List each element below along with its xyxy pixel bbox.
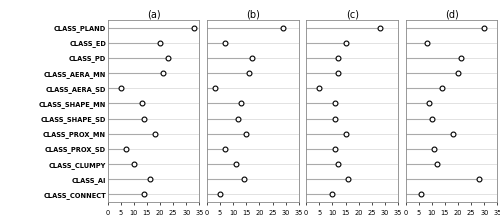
Title: (c): (c): [346, 9, 358, 19]
Title: (a): (a): [146, 9, 160, 19]
Title: (b): (b): [246, 9, 260, 19]
Title: (d): (d): [444, 9, 458, 19]
